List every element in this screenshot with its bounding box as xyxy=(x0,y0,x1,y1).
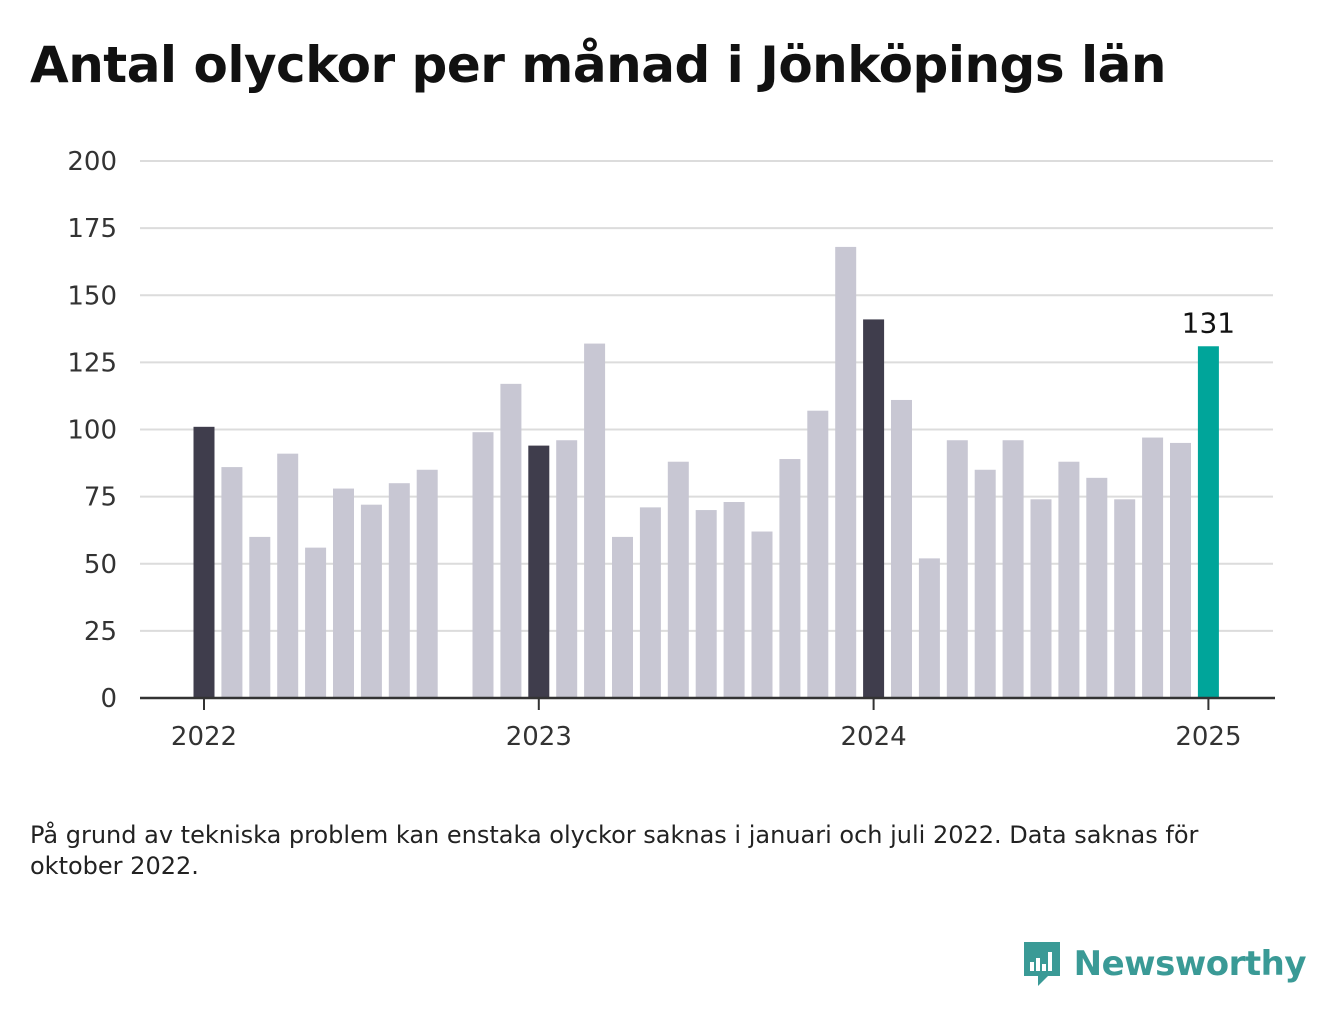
bar-2022-09 xyxy=(416,469,438,698)
bar-2022-04 xyxy=(277,453,299,698)
bars xyxy=(193,246,1219,699)
bar-2024-05 xyxy=(974,469,996,698)
data-labels: 131 xyxy=(1182,306,1235,339)
y-tick-label: 150 xyxy=(67,281,117,311)
bar-2024-01 xyxy=(863,319,885,698)
x-axis: 2022 2023 2024 2025 xyxy=(140,696,1275,752)
data-label: 131 xyxy=(1182,306,1235,339)
bar-2023-08 xyxy=(723,501,745,698)
y-tick-label: 100 xyxy=(67,416,117,446)
bar-2023-01 xyxy=(528,445,550,698)
brand: Newsworthy xyxy=(1022,940,1307,988)
bar-2023-10 xyxy=(779,459,801,698)
bar-2022-12 xyxy=(500,383,522,698)
bar-2024-08 xyxy=(1058,461,1080,698)
bar-2023-02 xyxy=(556,440,578,698)
bar-2023-07 xyxy=(695,510,717,698)
y-tick-label: 200 xyxy=(67,147,117,177)
bar-2024-12 xyxy=(1170,442,1191,698)
x-tick-label: 2023 xyxy=(506,722,572,752)
x-tick-label: 2024 xyxy=(841,722,907,752)
bar-2022-08 xyxy=(388,483,410,698)
bar-2022-11 xyxy=(472,432,494,698)
bar-2023-09 xyxy=(751,531,773,698)
y-axis-ticks: 0 25 50 75 100 125 150 175 200 xyxy=(67,147,117,714)
y-tick-label: 125 xyxy=(67,348,117,378)
bar-2022-05 xyxy=(305,547,327,698)
y-tick-label: 0 xyxy=(100,684,117,714)
x-tick-label: 2022 xyxy=(171,722,237,752)
chart-title: Antal olyckor per månad i Jönköpings län xyxy=(30,36,1166,94)
bar-2023-03 xyxy=(584,343,606,698)
y-tick-label: 25 xyxy=(84,617,117,647)
bar-2024-06 xyxy=(1002,440,1024,698)
bar-2024-11 xyxy=(1142,437,1164,698)
bar-2023-12 xyxy=(835,246,857,699)
bar-2023-05 xyxy=(639,507,661,698)
y-tick-label: 175 xyxy=(67,214,117,244)
bar-2022-06 xyxy=(333,488,354,698)
brand-name: Newsworthy xyxy=(1073,944,1307,984)
bar-2023-06 xyxy=(667,461,689,698)
y-tick-label: 75 xyxy=(84,483,117,513)
bar-2022-03 xyxy=(249,536,271,698)
footnote: På grund av tekniska problem kan enstaka… xyxy=(30,821,1199,880)
bar-2025-01 xyxy=(1197,346,1219,698)
newsworthy-logo-icon xyxy=(1023,942,1060,986)
bar-2024-04 xyxy=(946,440,968,698)
bar-2022-01 xyxy=(193,426,215,698)
bar-2024-03 xyxy=(918,558,940,698)
bar-2022-02 xyxy=(221,467,243,698)
bar-2024-07 xyxy=(1030,499,1052,698)
bar-2024-02 xyxy=(891,399,912,698)
bar-2024-09 xyxy=(1086,477,1108,698)
bar-2023-04 xyxy=(612,536,633,698)
bar-2022-07 xyxy=(360,504,382,698)
y-tick-label: 50 xyxy=(84,550,117,580)
bar-2024-10 xyxy=(1114,499,1136,698)
bar-2023-11 xyxy=(807,410,829,698)
x-tick-label: 2025 xyxy=(1175,722,1241,752)
